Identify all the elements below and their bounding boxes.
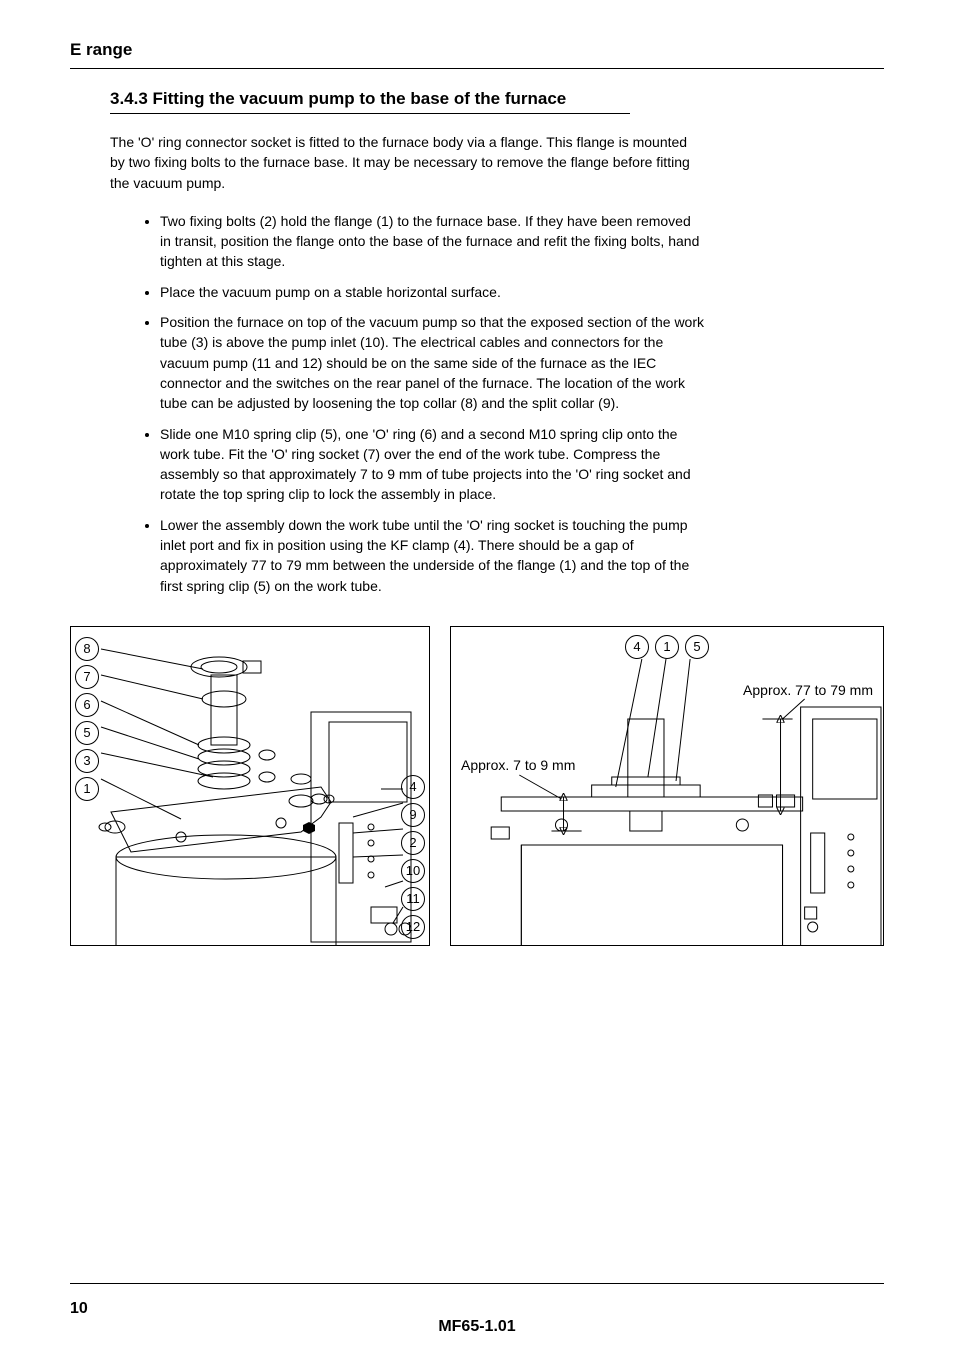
bullet-item: Place the vacuum pump on a stable horizo… [160, 282, 704, 302]
bullet-item: Lower the assembly down the work tube un… [160, 515, 704, 596]
header-rule [70, 68, 884, 69]
page-header-title: E range [70, 40, 884, 60]
figure-left: 8 7 6 5 3 1 4 9 2 10 11 12 [70, 626, 430, 946]
section-title: 3.4.3 Fitting the vacuum pump to the bas… [110, 89, 704, 109]
footer-doc-id: MF65-1.01 [70, 1318, 884, 1336]
footer-rule [70, 1283, 884, 1284]
figure-right: 4 1 5 Approx. 77 to 79 mm Approx. 7 to 9… [450, 626, 884, 946]
bullet-item: Position the furnace on top of the vacuu… [160, 312, 704, 413]
section-note: The 'O' ring connector socket is fitted … [110, 132, 704, 193]
page: E range 3.4.3 Fitting the vacuum pump to… [0, 0, 954, 1350]
figure-right-drawing [451, 627, 883, 946]
main-section: 3.4.3 Fitting the vacuum pump to the bas… [70, 89, 884, 596]
bullet-item: Two fixing bolts (2) hold the flange (1)… [160, 211, 704, 272]
figure-left-drawing [71, 627, 430, 946]
section-rule [110, 113, 630, 114]
page-footer: 10 MF65-1.01 [70, 1283, 884, 1320]
footer-page-number: 10 [70, 1300, 88, 1318]
figures-row: 8 7 6 5 3 1 4 9 2 10 11 12 [70, 626, 884, 946]
bullet-item: Slide one M10 spring clip (5), one 'O' r… [160, 424, 704, 505]
bullet-list: Two fixing bolts (2) hold the flange (1)… [110, 211, 704, 596]
